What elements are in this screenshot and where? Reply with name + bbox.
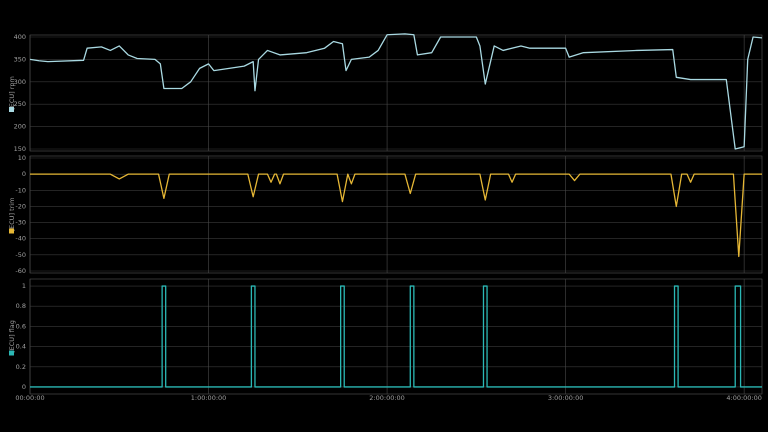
y-tick-label: 0.2 <box>16 363 26 371</box>
y-tick-label: 0.8 <box>16 302 26 310</box>
x-tick-label: 1:00:00:00 <box>191 394 227 402</box>
y-tick-label: 0.4 <box>16 343 26 351</box>
x-tick-label: 4:00:00:00 <box>726 394 762 402</box>
y-tick-label: 0 <box>22 170 26 178</box>
y-axis-label: [ECU] rpm <box>8 76 16 110</box>
y-tick-label: 300 <box>14 78 26 86</box>
panel-frame <box>29 34 763 152</box>
y-tick-label: -60 <box>15 267 26 275</box>
y-axis-label: [ECU] flag <box>8 320 16 353</box>
legend-swatch <box>9 107 14 112</box>
y-tick-label: 350 <box>14 55 26 63</box>
y-tick-label: -20 <box>15 202 26 210</box>
x-tick-label: 00:00:00 <box>15 394 44 402</box>
y-tick-label: 400 <box>14 33 26 41</box>
y-tick-label: 200 <box>14 123 26 131</box>
y-tick-label: 1 <box>22 282 26 290</box>
y-tick-label: 0 <box>22 383 26 391</box>
data-line <box>30 173 762 258</box>
data-line <box>29 33 763 150</box>
y-tick-label: -30 <box>15 219 26 227</box>
panel-frame <box>29 278 763 395</box>
y-axis-label: [ECU] trim <box>8 198 16 232</box>
legend-swatch <box>9 350 14 356</box>
y-tick-label: 150 <box>14 145 26 153</box>
y-tick-label: -10 <box>15 186 26 194</box>
data-line <box>30 285 762 388</box>
x-tick-label: 3:00:00:00 <box>548 394 584 402</box>
x-tick-label: 2:00:00:00 <box>369 394 405 402</box>
y-tick-label: -50 <box>15 251 26 259</box>
y-tick-label: 250 <box>14 100 26 108</box>
y-tick-label: 0.6 <box>16 322 26 330</box>
y-tick-label: 10 <box>18 154 26 162</box>
legend-swatch <box>9 228 14 234</box>
y-tick-label: -40 <box>15 235 26 243</box>
